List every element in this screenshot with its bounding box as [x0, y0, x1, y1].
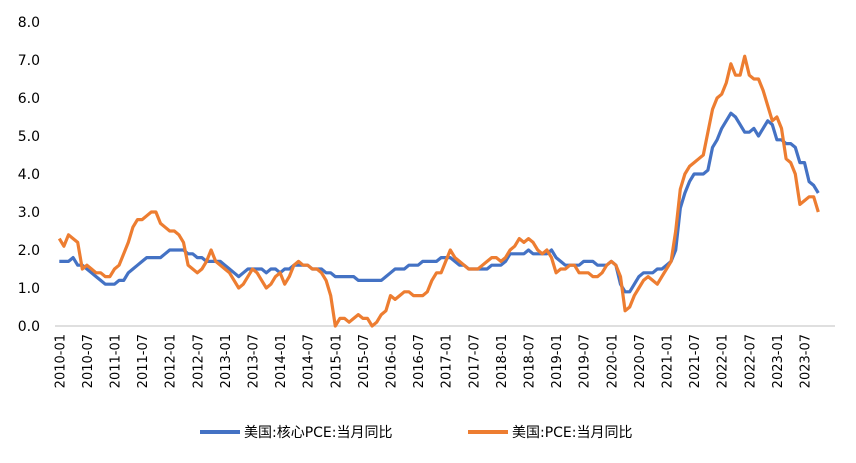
x-tick-label: 2021-01 — [661, 334, 676, 388]
x-tick-label: 2013-01 — [219, 334, 234, 388]
x-tick-label: 2018-01 — [495, 334, 510, 388]
x-tick-label: 2020-07 — [633, 334, 648, 388]
legend-label: 美国:核心PCE:当月同比 — [244, 425, 393, 441]
x-tick-label: 2018-07 — [523, 334, 538, 388]
x-tick-label: 2010-01 — [53, 334, 68, 388]
x-tick-label: 2012-01 — [164, 334, 179, 388]
x-tick-label: 2015-07 — [357, 334, 372, 388]
x-tick-label: 2023-01 — [771, 334, 786, 388]
x-tick-label: 2020-01 — [605, 334, 620, 388]
y-tick-label: 4.0 — [18, 167, 40, 183]
x-tick-label: 2023-07 — [799, 334, 814, 388]
x-tick-label: 2022-01 — [716, 334, 731, 388]
x-tick-label: 2011-01 — [109, 334, 124, 388]
legend-label: 美国:PCE:当月同比 — [512, 425, 633, 441]
y-tick-label: 3.0 — [18, 205, 40, 221]
x-tick-label: 2017-01 — [440, 334, 455, 388]
x-tick-label: 2014-01 — [274, 334, 289, 388]
x-tick-label: 2010-07 — [81, 334, 96, 388]
y-tick-label: 1.0 — [18, 281, 40, 297]
x-tick-label: 2016-01 — [385, 334, 400, 388]
x-tick-label: 2021-07 — [688, 334, 703, 388]
x-tick-label: 2022-07 — [743, 334, 758, 388]
x-tick-label: 2012-07 — [191, 334, 206, 388]
series-line — [59, 111, 820, 294]
x-tick-label: 2013-07 — [247, 334, 262, 388]
x-tick-label: 2011-07 — [136, 334, 151, 388]
x-tick-label: 2016-07 — [412, 334, 427, 388]
x-tick-label: 2015-01 — [329, 334, 344, 388]
x-tick-label: 2014-07 — [302, 334, 317, 388]
y-tick-label: 8.0 — [18, 15, 40, 31]
y-tick-label: 6.0 — [18, 91, 40, 107]
y-tick-label: 0.0 — [18, 319, 40, 335]
x-tick-label: 2019-07 — [578, 334, 593, 388]
x-tick-label: 2017-07 — [467, 334, 482, 388]
y-tick-label: 2.0 — [18, 243, 40, 259]
y-tick-label: 5.0 — [18, 129, 40, 145]
x-tick-label: 2019-01 — [550, 334, 565, 388]
series-line — [57, 54, 820, 328]
y-tick-label: 7.0 — [18, 53, 40, 69]
